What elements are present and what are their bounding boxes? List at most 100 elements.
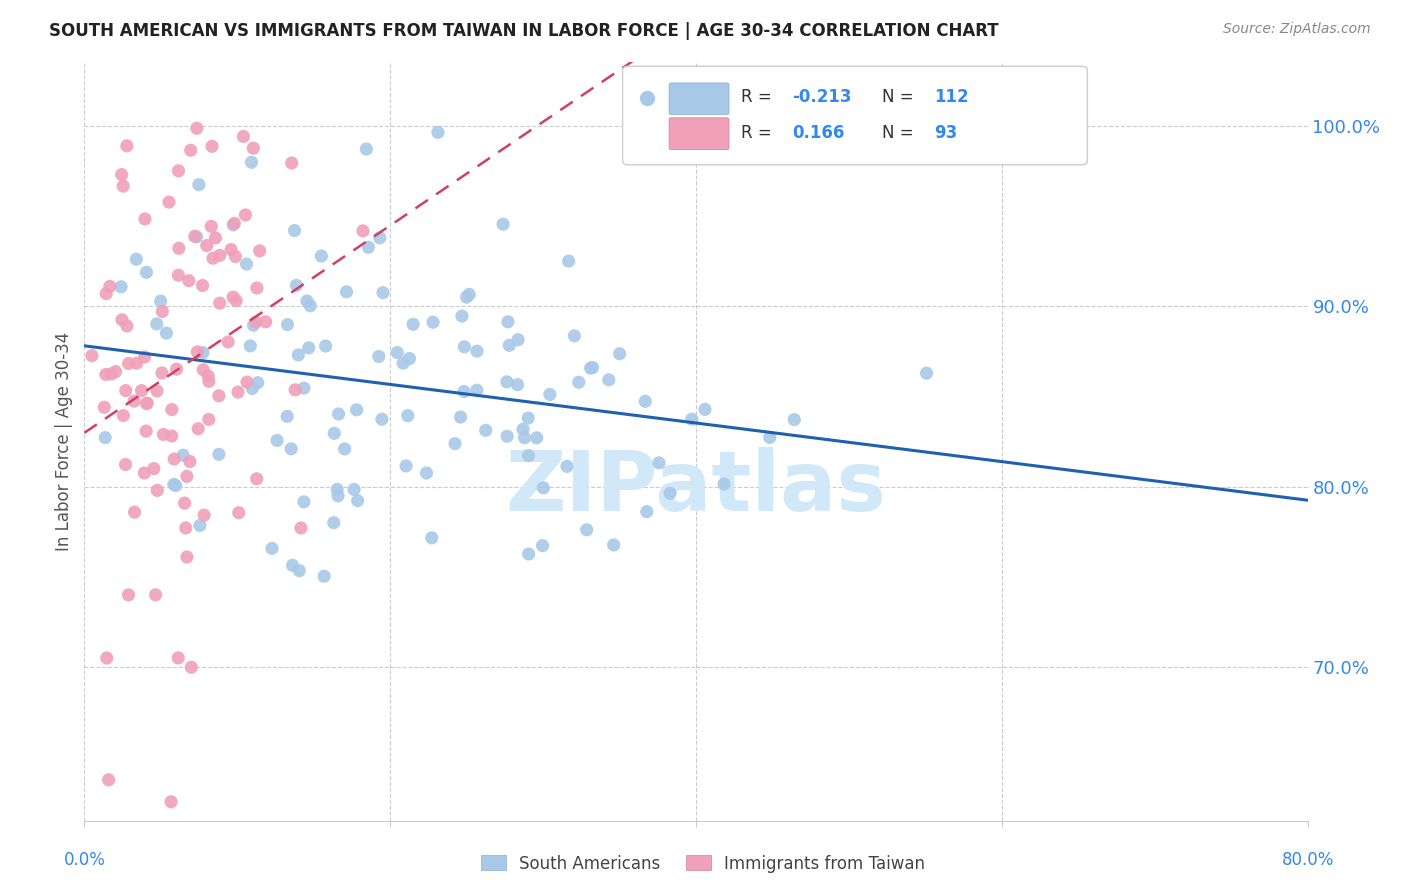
Point [266,434,288,448]
Point [114,458,136,472]
Point [157,195,180,210]
Point [367,350,389,364]
Point [328,407,350,421]
Point [174,521,197,535]
Point [915,366,938,380]
Point [239,339,262,353]
Point [246,376,269,390]
Legend: South Americans, Immigrants from Taiwan: South Americans, Immigrants from Taiwan [474,848,932,880]
Point [517,547,540,561]
Point [398,351,420,366]
Point [94,368,117,382]
Point [281,558,304,573]
Point [759,430,782,444]
Point [191,278,214,293]
Point [96,286,118,301]
Point [167,241,190,255]
Point [496,375,519,389]
Point [122,394,145,409]
Point [602,538,624,552]
Point [115,138,138,153]
Point [114,384,136,398]
Point [172,448,194,462]
Point [104,365,127,379]
Point [444,436,467,450]
Point [458,287,481,301]
Point [187,178,209,192]
Text: ZIPatlas: ZIPatlas [506,447,886,527]
Point [150,304,173,318]
FancyBboxPatch shape [669,118,728,150]
Point [94,431,117,445]
Text: 80.0%: 80.0% [1281,851,1334,869]
Point [135,396,157,410]
Point [326,483,349,497]
Point [249,244,271,258]
Point [315,339,337,353]
Text: 0.166: 0.166 [793,124,845,142]
Point [288,564,311,578]
Point [152,427,174,442]
Point [659,486,682,500]
Point [146,317,169,331]
Point [98,279,121,293]
Point [150,366,173,380]
Point [204,231,226,245]
Point [292,381,315,395]
Point [193,363,215,377]
Point [335,285,357,299]
Text: SOUTH AMERICAN VS IMMIGRANTS FROM TAIWAN IN LABOR FORCE | AGE 30-34 CORRELATION : SOUTH AMERICAN VS IMMIGRANTS FROM TAIWAN… [49,22,998,40]
Point [160,402,183,417]
Point [180,143,202,157]
Point [453,384,475,399]
Point [295,293,318,308]
Point [609,347,631,361]
Point [125,356,148,370]
Point [224,250,246,264]
Point [197,369,219,384]
Point [167,268,190,283]
Point [97,772,120,787]
Point [276,409,298,424]
Point [134,466,156,480]
Point [283,223,305,237]
Point [135,424,157,438]
Point [176,549,198,564]
Point [240,155,263,169]
Point [131,384,153,398]
Point [240,381,263,395]
Point [357,240,380,254]
Point [246,281,269,295]
FancyBboxPatch shape [623,66,1087,165]
Point [392,356,415,370]
Point [531,481,554,495]
Point [474,423,496,437]
Point [581,360,603,375]
Point [134,350,156,364]
Point [110,280,132,294]
Point [426,125,449,139]
Point [100,367,122,381]
Point [506,377,529,392]
Point [96,651,118,665]
Point [465,344,488,359]
Point [287,348,309,362]
Point [202,252,225,266]
Point [195,238,218,252]
Point [356,142,378,156]
Point [531,539,554,553]
Point [166,362,188,376]
Point [415,466,437,480]
Point [579,361,602,376]
Point [254,315,277,329]
Point [187,422,209,436]
Point [783,412,806,426]
Point [284,383,307,397]
Point [465,383,488,397]
Point [186,230,208,244]
Point [236,375,259,389]
Point [226,385,249,400]
Point [290,521,312,535]
Point [176,469,198,483]
Point [191,345,214,359]
